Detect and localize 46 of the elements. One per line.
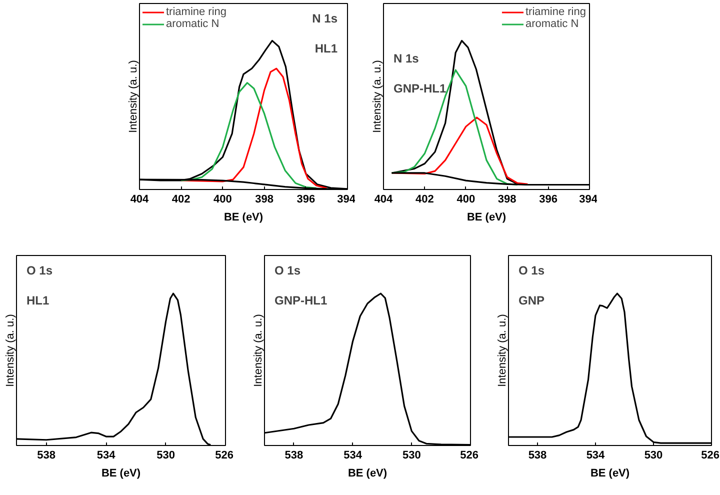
text: N 1s [312,12,338,26]
x-tick-label: 534 [344,450,363,462]
annotation: GNP [518,294,545,308]
x-tick-label: 538 [37,450,56,462]
text: O 1s [26,264,53,278]
x-tick-label: 396 [296,194,316,206]
x-tick-label: 526 [215,450,234,462]
annotation: HL1 [314,42,338,56]
x-tick-label: 398 [498,194,516,206]
x-tick-label: 402 [416,194,434,206]
x-tick-label: 530 [644,450,663,462]
legend-label: triamine ring [525,6,586,18]
x-tick-label: 530 [402,450,421,462]
x-tick-label: 538 [284,450,304,462]
annotation: HL1 [26,294,50,308]
x-tick-label: 538 [528,450,547,462]
x-tick-label: 400 [456,194,476,206]
x-axis-title: BE (eV) [101,468,141,480]
y-axis-title: Intensity (a. u.) [372,60,384,133]
annotation: GNP-HL1 [394,82,446,96]
annotation: N 1s [394,52,420,66]
x-axis-title: BE (eV) [466,212,506,224]
x-tick-label: 526 [701,450,720,462]
x-tick-label: 404 [374,194,394,206]
legend-label: aromatic N [166,18,220,30]
x-tick-label: 398 [255,194,274,206]
y-axis-title: Intensity (a. u.) [252,314,264,387]
x-tick-label: 526 [460,450,479,462]
text: O 1s [518,264,545,278]
x-axis-title: BE (eV) [590,468,630,480]
x-tick-label: 396 [539,194,558,206]
x-tick-label: 402 [172,194,190,206]
text: O 1s [274,264,301,278]
x-tick-label: 404 [130,194,150,206]
legend-label: triamine ring [166,6,227,18]
legend-label: aromatic N [525,18,579,30]
y-axis-title: Intensity (a. u.) [128,60,140,133]
x-tick-label: 530 [156,450,175,462]
x-tick-label: 534 [96,450,116,462]
x-axis-title: BE (eV) [348,468,388,480]
x-tick-label: 400 [214,194,232,206]
annotation: GNP-HL1 [274,294,328,308]
y-axis-title: Intensity (a. u.) [4,314,16,387]
x-tick-label: 534 [586,450,606,462]
x-axis-title: BE (eV) [224,212,264,224]
y-axis-title: Intensity (a. u.) [496,314,508,387]
